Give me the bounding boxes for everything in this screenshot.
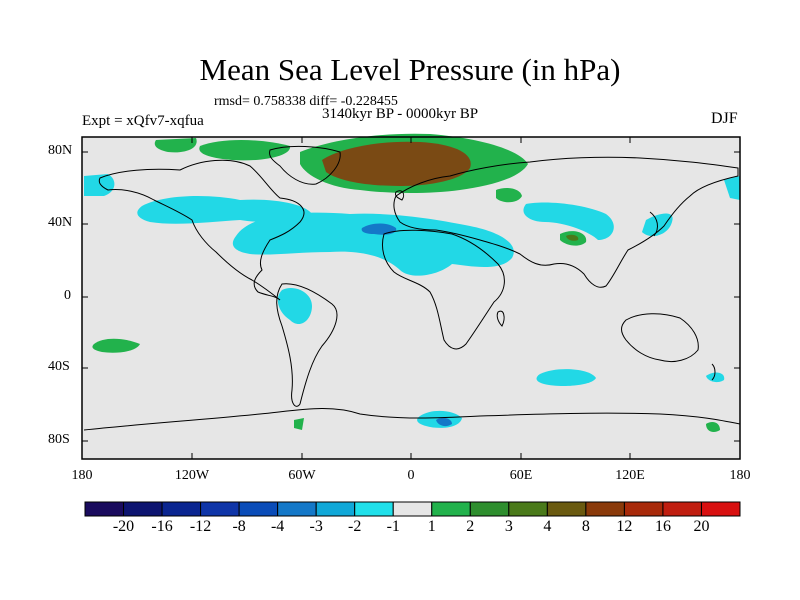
colorbar-swatch xyxy=(392,501,433,517)
y-tick-label-0: 0 xyxy=(64,288,71,303)
negative-anomaly-north-america xyxy=(137,196,312,224)
positive-anomaly-greenland xyxy=(199,140,291,161)
colorbar-swatch xyxy=(623,501,664,517)
colorbar-swatch xyxy=(161,501,202,517)
y-tick-label-80s: 80S xyxy=(48,432,70,447)
x-tick-label-60w: 60W xyxy=(288,468,316,483)
colorbar-swatch xyxy=(469,501,510,517)
colorbar-swatch xyxy=(200,501,240,517)
y-tick-label-40n: 40N xyxy=(48,215,73,230)
x-tick-label-120e: 120E xyxy=(615,468,645,483)
colorbar-label: -8 xyxy=(232,518,246,535)
y-tick-label-80n: 80N xyxy=(48,143,73,158)
coastline-british-isles xyxy=(395,190,405,201)
x-tick-label-180w: 180 xyxy=(71,468,93,483)
coastline-south-america xyxy=(276,283,338,407)
colorbar-label: -3 xyxy=(309,518,323,535)
positive-anomaly-urals xyxy=(496,188,522,203)
colorbar-label: -16 xyxy=(151,518,173,535)
x-tick-label-60e: 60E xyxy=(509,468,533,483)
colorbar-swatch xyxy=(354,501,394,517)
negative-anomaly-pacific-east xyxy=(706,372,725,383)
colorbar-swatch xyxy=(277,501,317,517)
colorbar-swatch xyxy=(585,501,625,517)
map-title: Mean Sea Level Pressure (in hPa) xyxy=(199,52,621,87)
colorbar-label: 2 xyxy=(466,518,475,535)
colorbar-label: -12 xyxy=(189,518,212,535)
x-tick-label-120w: 120W xyxy=(174,468,210,483)
axis-ticks xyxy=(81,137,741,459)
coastline-greenland xyxy=(269,145,341,185)
coastline-new-zealand xyxy=(711,363,716,381)
colorbar xyxy=(84,501,741,517)
coastlines xyxy=(83,145,741,431)
anomaly-fields xyxy=(84,133,740,432)
colorbar-label: 20 xyxy=(693,518,710,535)
positive-anomaly-west-antarctica xyxy=(294,418,304,430)
coastline-antarctica xyxy=(83,408,741,431)
colorbar-label: 1 xyxy=(427,518,436,535)
negative-anomaly-atlantic-core xyxy=(361,223,397,235)
positive-anomaly-ross xyxy=(706,422,720,432)
colorbar-label: 12 xyxy=(616,518,633,535)
coastline-africa xyxy=(381,229,505,350)
colorbar-label: 4 xyxy=(543,518,552,535)
season-label: DJF xyxy=(711,110,738,127)
stats-text: rmsd= 0.758338 diff= -0.228455 xyxy=(214,94,398,109)
colorbar-swatch xyxy=(431,501,471,517)
colorbar-swatch xyxy=(123,501,163,517)
positive-anomaly-arctic-strong xyxy=(322,141,471,186)
coastline-australia xyxy=(621,313,699,363)
colorbar-swatch xyxy=(662,501,702,517)
x-tick-label-180e: 180 xyxy=(729,468,751,483)
colorbar-swatch xyxy=(546,501,587,517)
x-tick-label-0: 0 xyxy=(407,468,415,483)
colorbar-swatch xyxy=(700,501,741,517)
negative-anomaly-siberia xyxy=(523,202,614,240)
colorbar-swatch xyxy=(84,501,125,517)
positive-anomaly-tibet-core xyxy=(566,234,579,241)
negative-anomaly-alaska xyxy=(84,174,115,196)
coastline-madagascar xyxy=(496,310,505,327)
negative-anomaly-east-edge xyxy=(724,176,740,200)
negative-anomaly-atlantic xyxy=(232,212,514,276)
period-label: 3140kyr BP - 0000kyr BP xyxy=(322,106,479,122)
colorbar-label: -1 xyxy=(386,518,400,535)
colorbar-swatch xyxy=(238,501,279,517)
colorbar-swatch xyxy=(508,501,548,517)
colorbar-label: -20 xyxy=(112,518,135,535)
colorbar-label: 16 xyxy=(654,518,671,535)
positive-anomaly-canada xyxy=(154,138,197,153)
coastline-north-america xyxy=(98,159,305,301)
experiment-label: Expt = xQfv7-xqfua xyxy=(82,113,204,129)
negative-anomaly-antarctica-core xyxy=(436,417,452,427)
coastline-eurasia xyxy=(393,156,739,288)
coastline-japan xyxy=(649,211,658,237)
negative-anomaly-pacific xyxy=(277,287,312,325)
colorbar-swatch xyxy=(315,501,356,517)
colorbar-label: 3 xyxy=(504,518,513,535)
colorbar-label: -2 xyxy=(348,518,362,535)
colorbar-label: 8 xyxy=(581,518,590,535)
colorbar-label: -4 xyxy=(270,518,285,535)
positive-anomaly-south-pacific xyxy=(92,338,140,353)
negative-anomaly-south-ocean xyxy=(536,369,596,386)
y-tick-label-40s: 40S xyxy=(48,359,70,374)
